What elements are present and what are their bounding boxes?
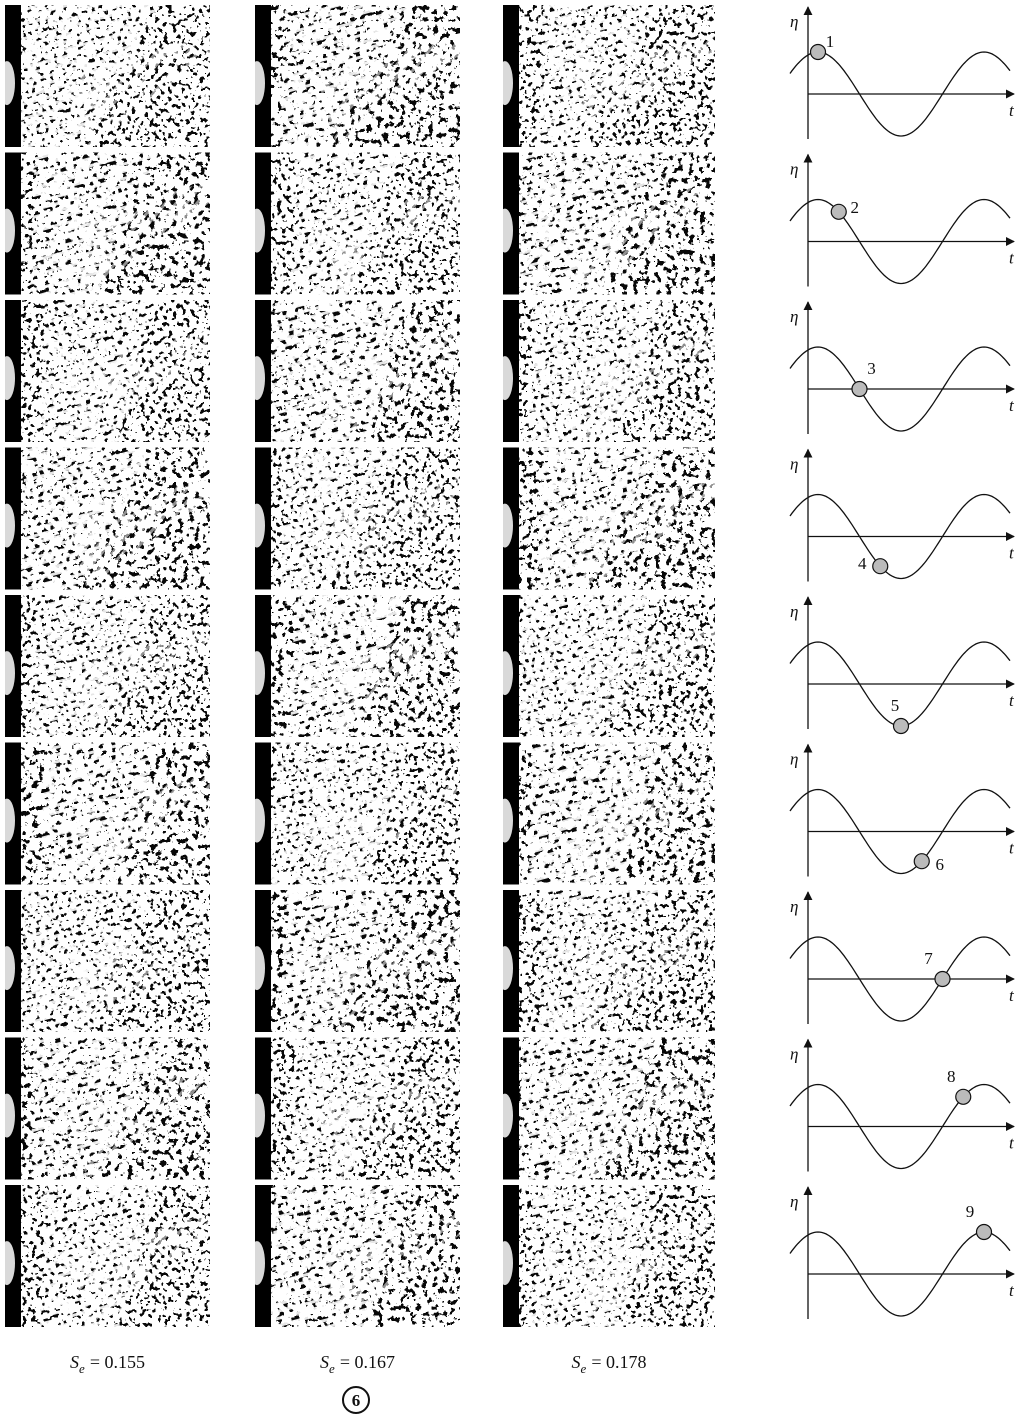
- phase-number: 3: [867, 359, 876, 378]
- column-label: Se = 0.178: [572, 1352, 647, 1376]
- phase-point: [935, 972, 950, 987]
- phase-diagram: η t 8: [790, 1040, 1015, 1172]
- photo: [249, 595, 460, 737]
- page: {"columns": [ {"symbol": "S", "subscript…: [0, 0, 1022, 1420]
- x-axis-label: t: [1009, 839, 1015, 858]
- y-axis-label: η: [790, 1045, 798, 1064]
- y-axis-label: η: [790, 1192, 798, 1211]
- photo: [0, 5, 210, 147]
- phase-number: 5: [891, 696, 900, 715]
- x-axis-label: t: [1009, 396, 1015, 415]
- phase-number: 1: [826, 32, 835, 51]
- phase-point: [811, 45, 826, 60]
- phase-diagram: η t 7: [790, 892, 1015, 1024]
- phase-diagram: η t 1: [790, 7, 1015, 139]
- photo: [249, 448, 460, 590]
- photo: [497, 1038, 715, 1180]
- photo: [249, 1185, 460, 1327]
- column-label: Se = 0.155: [70, 1352, 145, 1376]
- value: = 0.155: [90, 1352, 145, 1372]
- photo: [249, 153, 460, 295]
- photo: [249, 300, 460, 442]
- phase-point: [956, 1089, 971, 1104]
- photo: [497, 743, 715, 885]
- y-axis-label: η: [790, 307, 798, 326]
- photo: [497, 153, 715, 295]
- y-axis-label: η: [790, 160, 798, 179]
- phase-point: [873, 559, 888, 574]
- figure: η t 1 η t 2 η t 3 η t 4 η t 5 η t 6 η t 7 η t 8 η t 9 Se = 0.155 Se =…: [0, 0, 1022, 1420]
- photo: [0, 153, 210, 295]
- value: = 0.178: [591, 1352, 646, 1372]
- phase-number: 8: [947, 1067, 956, 1086]
- phase-point: [894, 719, 909, 734]
- photo: [249, 890, 460, 1032]
- photo: [497, 890, 715, 1032]
- column-labels: Se = 0.155 Se = 0.167 Se = 0.178: [70, 1352, 646, 1376]
- photo: [497, 5, 715, 147]
- column-label: Se = 0.167: [320, 1352, 395, 1376]
- x-axis-label: t: [1009, 1281, 1015, 1300]
- phase-number: 2: [851, 198, 860, 217]
- phase-diagram: η t 5: [790, 597, 1015, 734]
- x-axis-label: t: [1009, 1134, 1015, 1153]
- phase-number: 7: [924, 949, 933, 968]
- x-axis-label: t: [1009, 249, 1015, 268]
- y-axis-label: η: [790, 12, 798, 31]
- symbol: S: [572, 1352, 581, 1372]
- subscript: e: [581, 1361, 587, 1376]
- photo: [497, 448, 715, 590]
- phase-diagram: η t 2: [790, 155, 1015, 287]
- x-axis-label: t: [1009, 544, 1015, 563]
- subscript: e: [79, 1361, 85, 1376]
- x-axis-label: t: [1009, 986, 1015, 1005]
- phase-point: [831, 204, 846, 219]
- phase-diagrams: η t 1 η t 2 η t 3 η t 4 η t 5 η t 6 η t 7 η t 8 η t 9: [790, 7, 1015, 1319]
- phase-diagram: η t 4: [790, 450, 1015, 582]
- phase-number: 6: [936, 855, 945, 874]
- phase-point: [914, 854, 929, 869]
- y-axis-label: η: [790, 455, 798, 474]
- x-axis-label: t: [1009, 691, 1015, 710]
- photo: [0, 300, 210, 442]
- subscript: e: [329, 1361, 335, 1376]
- phase-diagram: η t 9: [790, 1187, 1015, 1319]
- x-axis-label: t: [1009, 101, 1015, 120]
- photo: [249, 1038, 460, 1180]
- symbol: S: [320, 1352, 329, 1372]
- phase-number: 9: [966, 1202, 975, 1221]
- symbol: S: [70, 1352, 79, 1372]
- photo: [0, 595, 210, 737]
- photo: [0, 1038, 210, 1180]
- photo: [0, 890, 210, 1032]
- phase-diagram: η t 6: [790, 745, 1015, 877]
- phase-diagram: η t 3: [790, 302, 1015, 434]
- photo: [249, 743, 460, 885]
- photo: [249, 5, 460, 147]
- photo: [0, 1185, 210, 1327]
- page-number: 6: [343, 1387, 369, 1413]
- y-axis-label: η: [790, 750, 798, 769]
- photo: [497, 1185, 715, 1327]
- y-axis-label: η: [790, 897, 798, 916]
- y-axis-label: η: [790, 602, 798, 621]
- value: = 0.167: [340, 1352, 395, 1372]
- phase-point: [852, 382, 867, 397]
- phase-point: [977, 1225, 992, 1240]
- photo: [0, 743, 210, 885]
- photo: [497, 300, 715, 442]
- phase-number: 4: [858, 554, 867, 573]
- photo-grid: [0, 5, 715, 1327]
- photo: [497, 595, 715, 737]
- page-number-text: 6: [352, 1391, 361, 1410]
- photo: [0, 448, 210, 590]
